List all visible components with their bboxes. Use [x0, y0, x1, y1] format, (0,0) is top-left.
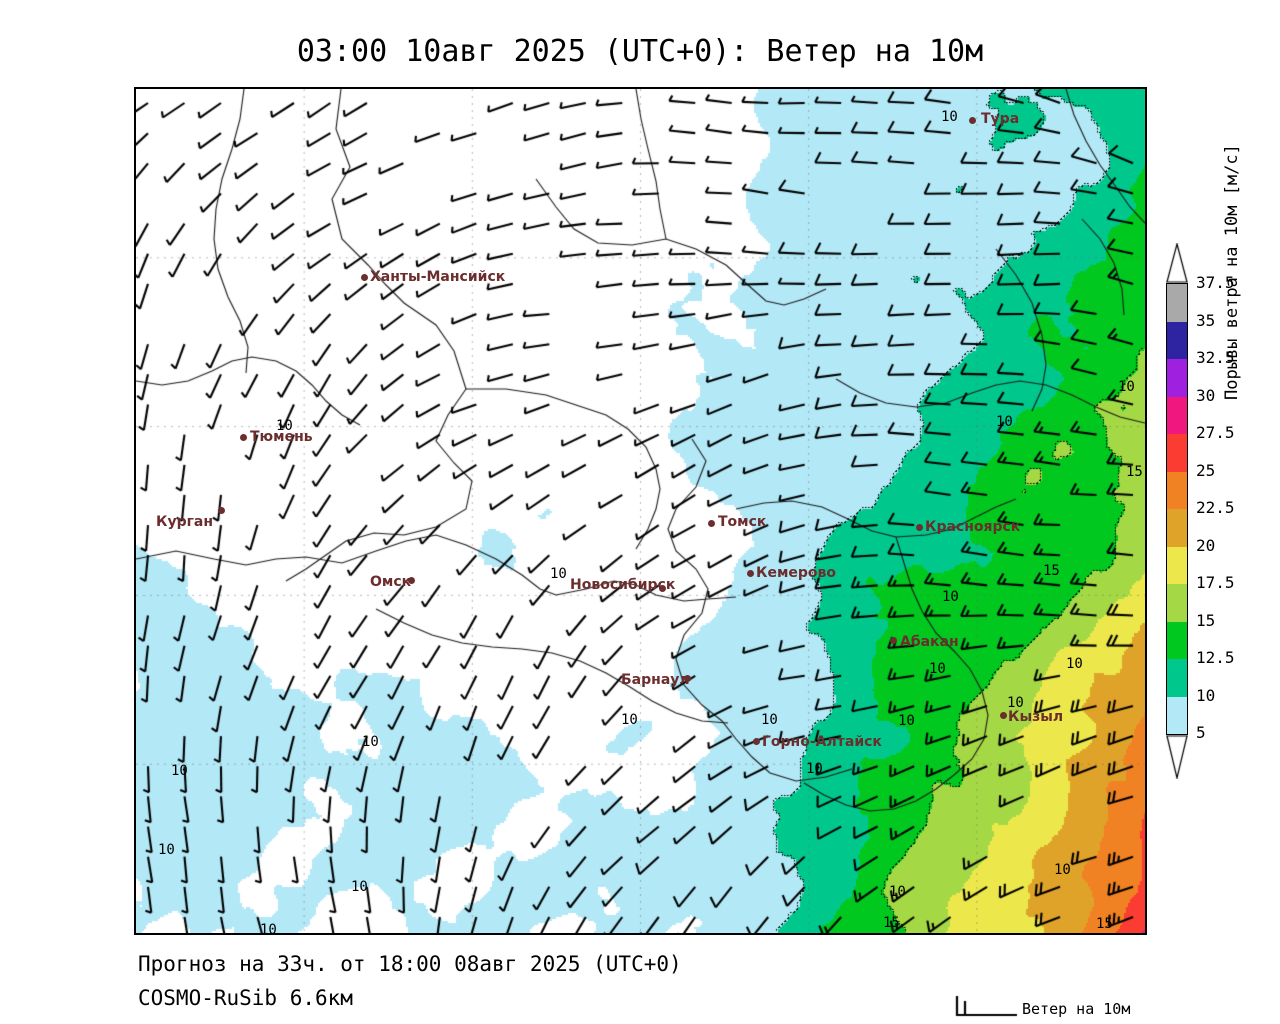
colorbar-band: [1167, 659, 1187, 697]
contour-value-label: 15: [883, 915, 900, 931]
colorbar-tick-label: 37.5: [1196, 273, 1235, 292]
city-marker-dot: [890, 637, 897, 644]
city-label: Ханты-Мансийск: [370, 269, 506, 285]
colorbar-band: [1167, 621, 1187, 659]
contour-value-label: 10: [260, 922, 277, 935]
city-label: Томск: [718, 514, 767, 530]
forecast-info-line: Прогноз на 33ч. от 18:00 08авг 2025 (UTC…: [138, 952, 682, 976]
contour-value-label: 15: [1126, 464, 1143, 480]
contour-value-label: 10: [276, 418, 293, 434]
contour-value-label: 10: [806, 761, 823, 777]
colorbar: 37.5 35 32.5 30 27.5 25 22.5 20 17.5 15 12.5 10 5: [1162, 243, 1235, 783]
city-marker-dot: [753, 738, 760, 745]
city-marker-dot: [240, 434, 247, 441]
colorbar-tick-label: 35: [1196, 310, 1216, 330]
colorbar-band: [1167, 284, 1187, 322]
city-marker-dot: [1000, 712, 1007, 719]
colorbar-tick-label: 25: [1196, 460, 1216, 480]
city-marker-dot: [408, 577, 415, 584]
colorbar-tick-label: 10: [1196, 685, 1216, 705]
contour-value-label: 10: [550, 566, 567, 582]
colorbar-band: [1167, 396, 1187, 434]
colorbar-tick-label: 12.5: [1196, 648, 1235, 667]
city-label: Тюмень: [250, 429, 313, 445]
weather-map[interactable]: Тура Ханты-Мансийск Тюмень Курган Омск Томск К…: [134, 87, 1147, 935]
colorbar-band: [1167, 321, 1187, 359]
contour-value-label: 10: [1007, 695, 1024, 711]
colorbar-bands: [1166, 283, 1188, 735]
contour-value-label: 10: [351, 879, 368, 895]
colorbar-over-arrow: [1166, 243, 1188, 283]
contour-value-label: 10: [1118, 379, 1135, 395]
colorbar-under-arrow: [1166, 735, 1188, 779]
city-label: Кемерово: [756, 565, 836, 581]
city-label: Кызыл: [1008, 709, 1064, 725]
colorbar-band: [1167, 434, 1187, 472]
city-label: Омск: [370, 574, 412, 590]
contour-value-label: 10: [1054, 862, 1071, 878]
contour-value-label: 10: [362, 734, 379, 750]
colorbar-band: [1167, 471, 1187, 509]
city-marker-dot: [361, 274, 368, 281]
colorbar-tick-label: 27.5: [1196, 423, 1235, 442]
colorbar-tick-label: 30: [1196, 385, 1216, 405]
city-label: Барнаул: [621, 672, 690, 688]
contour-value-label: 10: [889, 884, 906, 900]
colorbar-tick-label: 22.5: [1196, 498, 1235, 517]
contour-value-label: 10: [171, 763, 188, 779]
city-marker-dot: [659, 585, 666, 592]
model-name-line: COSMO-RuSib 6.6км: [138, 986, 353, 1010]
colorbar-band: [1167, 509, 1187, 547]
colorbar-tick-label: 17.5: [1196, 573, 1235, 592]
colorbar-band: [1167, 696, 1187, 734]
colorbar-tick-label: 32.5: [1196, 348, 1235, 367]
contour-value-label: 10: [929, 661, 946, 677]
colorbar-band: [1167, 546, 1187, 584]
wind-barb-legend-icon: [952, 993, 1182, 1023]
contour-value-label: 10: [942, 589, 959, 605]
contour-value-label: 10: [1066, 656, 1083, 672]
colorbar-tick-label: 15: [1196, 610, 1216, 630]
city-label: Горно-Алтайск: [762, 734, 882, 750]
city-marker-dot: [708, 520, 715, 527]
contour-value-label: 10: [621, 712, 638, 728]
city-marker-dot: [969, 117, 976, 124]
city-label: Курган: [156, 514, 214, 530]
wind-barb-legend-label: Ветер на 10м: [1022, 1000, 1131, 1018]
city-label: Абакан: [900, 634, 959, 650]
colorbar-band: [1167, 359, 1187, 397]
city-label: Тура: [981, 111, 1020, 127]
contour-value-label: 10: [996, 414, 1013, 430]
contour-value-label: 10: [158, 842, 175, 858]
colorbar-axis-title: Порывы ветра на 10м [м/с]: [1222, 144, 1242, 400]
map-canvas[interactable]: [136, 89, 1145, 933]
colorbar-tick-label: 5: [1196, 723, 1206, 742]
city-marker-dot: [747, 570, 754, 577]
colorbar-tick-label: 20: [1196, 535, 1216, 555]
contour-value-label: 15: [1043, 563, 1060, 579]
contour-value-label: 10: [941, 109, 958, 125]
city-marker-dot: [684, 675, 691, 682]
colorbar-band: [1167, 584, 1187, 622]
contour-value-label: 15: [1096, 916, 1113, 932]
page-title: 03:00 10авг 2025 (UTC+0): Ветер на 10м: [296, 34, 984, 69]
city-label: Новосибирск: [570, 577, 676, 593]
contour-value-label: 10: [761, 712, 778, 728]
city-marker-dot: [916, 524, 923, 531]
contour-value-label: 10: [898, 713, 915, 729]
city-marker-dot: [218, 507, 225, 514]
city-label: Красноярск: [925, 519, 1021, 535]
